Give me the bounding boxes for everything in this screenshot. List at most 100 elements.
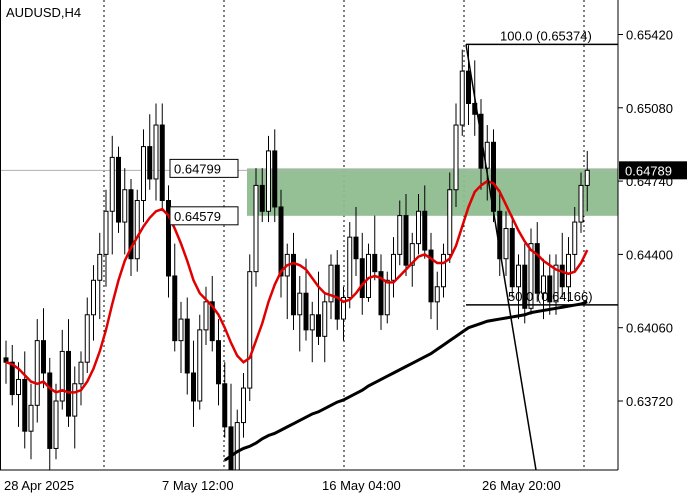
candle-body bbox=[409, 243, 415, 266]
candle-body bbox=[272, 150, 278, 208]
candle-body bbox=[109, 156, 115, 212]
current-price-label: 0.64789 bbox=[625, 163, 672, 178]
candle-body bbox=[584, 169, 590, 186]
candle bbox=[172, 243, 178, 352]
candle bbox=[584, 150, 590, 212]
candle bbox=[316, 271, 321, 345]
candle bbox=[328, 254, 334, 320]
candle-body bbox=[378, 271, 384, 316]
candle bbox=[341, 286, 346, 341]
candle-body bbox=[72, 383, 78, 417]
candle-body bbox=[34, 340, 40, 406]
candles bbox=[3, 45, 590, 492]
candle bbox=[266, 135, 271, 223]
candle-body bbox=[97, 253, 103, 281]
candle bbox=[434, 271, 440, 330]
candle-body bbox=[316, 314, 321, 337]
candle-body bbox=[172, 275, 178, 342]
candle-body bbox=[134, 200, 140, 260]
candle-body bbox=[334, 264, 340, 320]
zone-upper-price-tag: 0.64799 bbox=[169, 158, 239, 178]
candle bbox=[528, 228, 534, 315]
symbol-timeframe-label: AUDUSD,H4 bbox=[6, 5, 82, 20]
candle-body bbox=[41, 340, 46, 374]
candle-body bbox=[391, 253, 396, 281]
candle-body bbox=[434, 286, 440, 303]
candle bbox=[103, 189, 109, 287]
fibonacci-trend-line[interactable] bbox=[465, 44, 537, 471]
candle-body bbox=[403, 215, 409, 266]
candle-body bbox=[572, 221, 578, 255]
time-tick-label: 16 May 04:00 bbox=[322, 478, 401, 493]
candle bbox=[109, 135, 115, 255]
candle bbox=[128, 178, 134, 276]
candle-body bbox=[347, 236, 353, 299]
candle-body bbox=[47, 372, 53, 449]
candle bbox=[91, 265, 96, 341]
candle bbox=[184, 297, 190, 395]
price-axis-panel[interactable] bbox=[618, 0, 700, 470]
price-tick: 0.64400 bbox=[618, 247, 673, 262]
support-resistance-zone[interactable] bbox=[247, 168, 618, 216]
candle bbox=[9, 344, 15, 406]
candle bbox=[297, 275, 303, 352]
time-axis-panel[interactable] bbox=[0, 470, 700, 500]
candle bbox=[159, 103, 165, 212]
candle bbox=[272, 129, 278, 223]
candle bbox=[559, 232, 565, 298]
candle-body bbox=[441, 253, 446, 288]
candle bbox=[278, 189, 284, 298]
price-tick-label: 0.65420 bbox=[626, 27, 673, 42]
candle bbox=[322, 293, 328, 363]
price-tick: 0.63720 bbox=[618, 394, 673, 409]
candle bbox=[578, 172, 584, 233]
price-axis: 0.65420 0.65080 0.64740 0.64400 0.64060 … bbox=[618, 27, 673, 409]
candle bbox=[334, 250, 340, 330]
candle-body bbox=[559, 264, 565, 288]
candle bbox=[441, 243, 446, 298]
candle bbox=[197, 314, 203, 410]
candle-body bbox=[234, 422, 240, 471]
candle-body bbox=[103, 210, 109, 255]
candle bbox=[384, 271, 390, 324]
candle-body bbox=[22, 378, 28, 432]
price-tick-label: 0.63720 bbox=[626, 394, 673, 409]
candle bbox=[241, 372, 246, 438]
candle-body bbox=[228, 426, 234, 471]
candle-body bbox=[459, 70, 465, 126]
candle bbox=[247, 254, 253, 402]
candle-body bbox=[297, 292, 303, 316]
candle-body bbox=[422, 210, 428, 251]
candle bbox=[353, 206, 359, 276]
candle bbox=[34, 319, 40, 423]
candle bbox=[403, 194, 409, 276]
candle bbox=[347, 222, 353, 309]
candle bbox=[59, 329, 65, 410]
candle-body bbox=[484, 141, 490, 169]
candle-body bbox=[278, 206, 284, 277]
moving-average-fast-red bbox=[5, 179, 589, 394]
candle bbox=[428, 232, 434, 320]
candle bbox=[72, 366, 78, 449]
candle bbox=[222, 362, 228, 438]
candle-body bbox=[9, 361, 15, 396]
candle bbox=[309, 301, 315, 363]
candle-body bbox=[322, 301, 328, 337]
candle-body bbox=[453, 124, 459, 191]
candle bbox=[253, 168, 259, 287]
moving-average-slow-black bbox=[223, 300, 588, 462]
candle-body bbox=[222, 383, 228, 428]
candle bbox=[409, 232, 415, 287]
candle bbox=[391, 237, 396, 298]
candle bbox=[397, 200, 403, 266]
candle-body bbox=[166, 200, 171, 277]
candle-body bbox=[59, 350, 65, 402]
candle-body bbox=[353, 236, 359, 260]
candle-body bbox=[178, 318, 184, 342]
candle-body bbox=[466, 70, 471, 104]
candle-body bbox=[503, 228, 509, 260]
candle-body bbox=[203, 301, 209, 331]
candle-body bbox=[141, 146, 146, 202]
